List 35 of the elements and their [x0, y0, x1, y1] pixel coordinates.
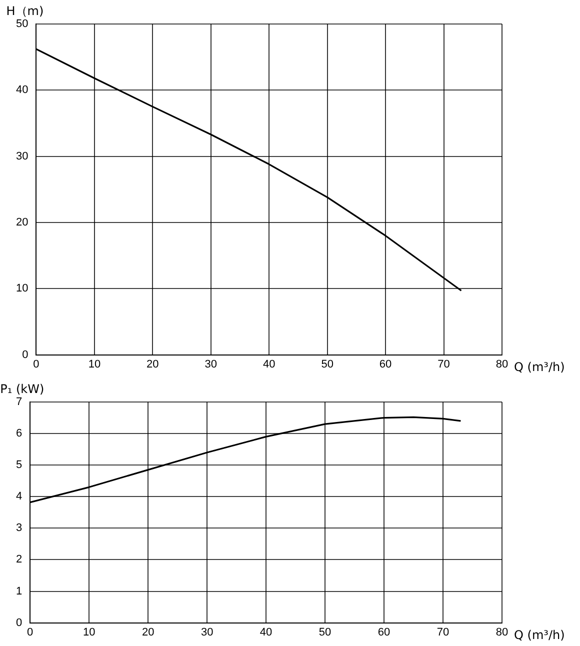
y-tick-label: 7 [16, 396, 22, 408]
x-tick-label: 50 [321, 358, 334, 370]
x-axis-title: Q (m³/h) [514, 360, 565, 374]
x-tick-label: 20 [146, 358, 159, 370]
y-axis-title: H（m) [6, 4, 44, 18]
x-tick-label: 50 [318, 626, 332, 638]
x-axis-title: Q (m³/h) [514, 628, 565, 642]
y-tick-label: 30 [16, 150, 28, 162]
y-tick-label: 20 [16, 216, 28, 229]
x-tick-label: 40 [262, 358, 276, 370]
y-tick-label: 6 [16, 428, 22, 440]
x-tick-label: 30 [200, 626, 214, 638]
y-tick-label: 5 [16, 459, 22, 472]
x-tick-label: 40 [260, 626, 272, 638]
x-tick-label: 80 [496, 626, 508, 638]
x-tick-label: 60 [378, 626, 390, 638]
y-tick-label: 1 [16, 585, 22, 598]
x-tick-label: 0 [33, 358, 40, 370]
y-tick-label: 40 [16, 84, 28, 96]
x-tick-label: 30 [204, 358, 218, 370]
x-tick-label: 10 [88, 358, 101, 370]
x-tick-label: 10 [82, 626, 96, 638]
x-tick-label: 70 [438, 358, 450, 370]
x-tick-label: 20 [142, 626, 154, 638]
y-tick-label: 50 [16, 18, 28, 30]
x-tick-label: 70 [436, 626, 450, 638]
y-axis-title: P₁ (kW) [0, 382, 44, 396]
y-tick-label: 0 [16, 616, 22, 629]
x-tick-label: 60 [379, 358, 392, 370]
y-tick-label: 0 [22, 348, 28, 361]
y-tick-label: 4 [16, 490, 22, 503]
y-tick-label: 10 [16, 282, 28, 295]
y-tick-label: 3 [16, 522, 22, 534]
x-tick-label: 80 [496, 358, 508, 370]
y-tick-label: 2 [16, 554, 22, 566]
